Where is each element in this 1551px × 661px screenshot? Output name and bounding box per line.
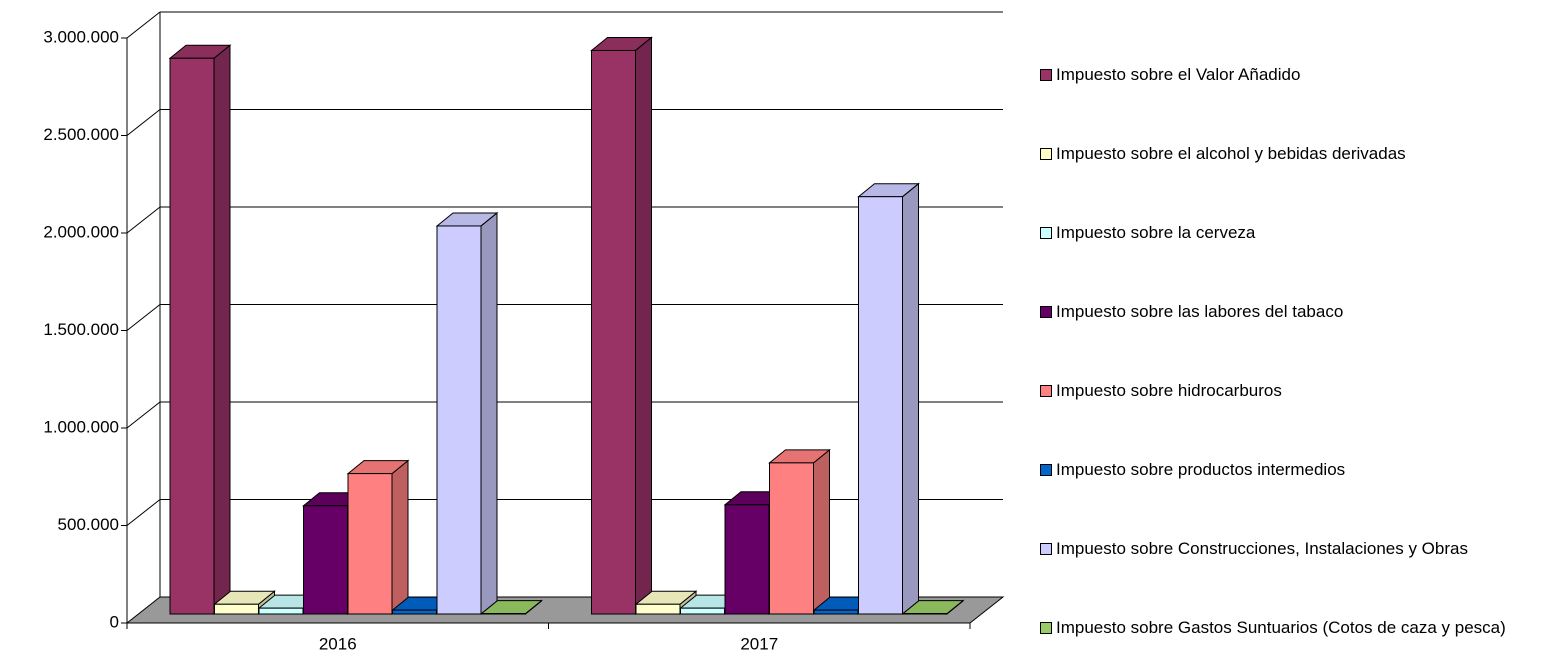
legend-label: Impuesto sobre las labores del tabaco [1056, 302, 1344, 321]
legend-item: Impuesto sobre las labores del tabaco [1040, 301, 1530, 323]
bar [303, 505, 348, 615]
bar [591, 49, 636, 615]
legend-swatch [1040, 385, 1052, 397]
legend-swatch [1040, 543, 1052, 555]
x-tick-label: 2017 [740, 634, 778, 653]
bar [347, 473, 393, 615]
bar [169, 57, 215, 615]
bar [858, 196, 903, 615]
legend-swatch [1040, 622, 1052, 634]
legend-label: Impuesto sobre la cerveza [1056, 223, 1256, 242]
bar [813, 609, 859, 615]
grid-line [126, 206, 161, 234]
bar [436, 225, 482, 615]
legend-label: Impuesto sobre hidrocarburos [1056, 381, 1282, 400]
bar [214, 603, 259, 615]
legend-label: Impuesto sobre productos intermedios [1056, 460, 1346, 479]
bar [724, 504, 770, 615]
bar-side [635, 36, 652, 616]
x-tick-label: 2016 [319, 634, 357, 653]
grid-line [126, 401, 161, 429]
y-tick-label: 500.000 [58, 515, 119, 534]
bar [635, 603, 681, 615]
legend-item: Impuesto sobre el Valor Añadido [1040, 64, 1530, 86]
y-tick-label: 1.000.000 [43, 417, 119, 436]
y-tick-label: 2.500.000 [43, 125, 119, 144]
y-tick-label: 0 [110, 612, 119, 631]
legend-item: Impuesto sobre hidrocarburos [1040, 380, 1530, 402]
bar [258, 607, 304, 615]
legend-swatch [1040, 69, 1052, 81]
y-tick-label: 3.000.000 [43, 27, 119, 46]
bar-side [213, 44, 231, 616]
grid-line [126, 11, 161, 39]
bar-side [391, 459, 409, 616]
grid-line [126, 499, 161, 526]
legend-label: Impuesto sobre el Valor Añadido [1056, 65, 1301, 84]
y-tick-label: 1.500.000 [43, 320, 119, 339]
legend-label: Impuesto sobre Gastos Suntuarios (Cotos … [1056, 618, 1506, 637]
grid-line [126, 304, 161, 331]
legend-item: Impuesto sobre el alcohol y bebidas deri… [1040, 143, 1530, 165]
legend-swatch [1040, 148, 1052, 160]
grid-line [126, 109, 161, 136]
legend-swatch [1040, 306, 1052, 318]
legend-label: Impuesto sobre Construcciones, Instalaci… [1056, 539, 1468, 558]
legend-swatch [1040, 227, 1052, 239]
legend-item: Impuesto sobre Construcciones, Instalaci… [1040, 538, 1530, 560]
bar [680, 607, 725, 615]
bar [392, 609, 437, 615]
legend-swatch [1040, 464, 1052, 476]
legend-item: Impuesto sobre la cerveza [1040, 222, 1530, 244]
bar [769, 462, 814, 615]
bar-side [480, 211, 498, 616]
bar-side [813, 448, 830, 616]
y-tick-label: 2.000.000 [43, 222, 119, 241]
legend-item: Impuesto sobre Gastos Suntuarios (Cotos … [1040, 617, 1530, 639]
bar-side [902, 182, 919, 616]
legend-label: Impuesto sobre el alcohol y bebidas deri… [1056, 144, 1406, 163]
legend-item: Impuesto sobre productos intermedios [1040, 459, 1530, 481]
